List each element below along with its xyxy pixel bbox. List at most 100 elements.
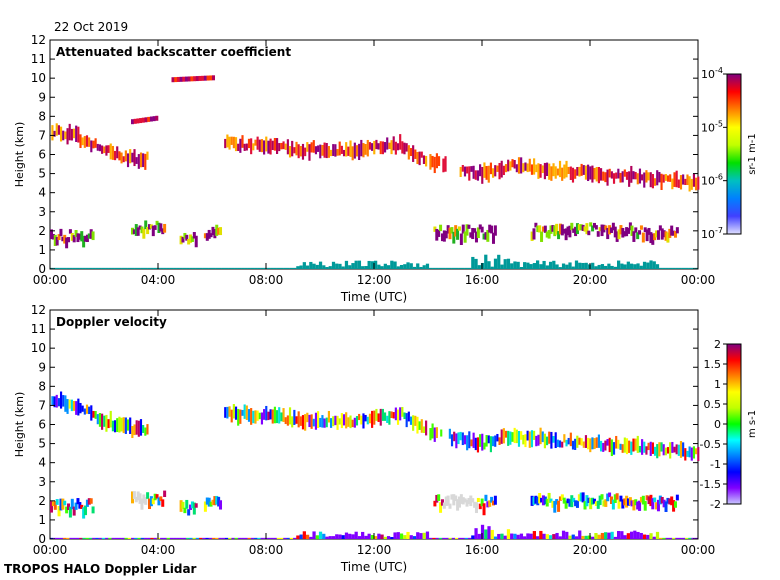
cirrus-cell	[599, 168, 603, 181]
cirrus-cell	[636, 435, 639, 453]
cirrus-cell	[425, 420, 428, 436]
cirrus-cell	[612, 442, 616, 455]
cirrus-cell	[301, 143, 305, 160]
boundary-layer-cell	[224, 267, 229, 269]
boundary-layer-cell	[322, 533, 326, 539]
boundary-layer-cell	[370, 261, 374, 269]
cirrus-cell	[636, 173, 639, 185]
cirrus-cell	[146, 151, 149, 160]
cirrus-cell	[88, 406, 91, 415]
cirrus-cell	[107, 145, 110, 153]
cirrus-cell	[377, 143, 380, 150]
boundary-layer-cell	[694, 537, 698, 539]
cirrus-cell	[504, 430, 508, 438]
cirrus-cell	[254, 410, 257, 424]
cirrus-cell	[267, 411, 270, 421]
cirrus-cell	[94, 410, 97, 419]
low-cloud-cell	[484, 494, 488, 502]
cirrus-cell	[118, 416, 121, 433]
low-cloud-cell	[179, 500, 183, 512]
low-cloud-cell	[560, 494, 564, 500]
low-cloud-cell	[621, 227, 625, 238]
boundary-layer-cell	[328, 266, 332, 269]
low-cloud-cell	[574, 226, 578, 237]
cirrus-cell	[394, 141, 397, 155]
low-cloud-cell	[628, 497, 632, 506]
low-cloud-cell	[615, 231, 619, 242]
cirrus-cell	[72, 128, 76, 139]
boundary-layer-cell	[607, 532, 611, 539]
cirrus-cell	[513, 427, 516, 444]
cirrus-cell	[502, 428, 505, 444]
boundary-layer-cell	[218, 267, 222, 269]
colorbar-tick-label: -1.5	[700, 478, 721, 491]
low-cloud-cell	[540, 497, 544, 503]
cirrus-cell	[511, 432, 514, 442]
cirrus-cell	[371, 410, 374, 428]
cirrus-cell	[327, 410, 330, 423]
y-tick-label: 2	[38, 494, 46, 508]
y-axis-label: Height (km)	[13, 392, 26, 458]
low-cloud-cell	[480, 226, 484, 233]
boundary-layer-cell	[267, 537, 271, 539]
boundary-layer-cell	[147, 537, 151, 539]
low-cloud-cell	[87, 233, 91, 239]
cirrus-cell	[686, 450, 689, 457]
cirrus-cell	[377, 413, 380, 422]
boundary-layer-cell	[160, 537, 164, 539]
elevated-cell	[139, 118, 143, 124]
cirrus-cell	[589, 438, 592, 453]
boundary-layer-cell	[636, 263, 640, 269]
low-cloud-cell	[163, 490, 167, 498]
cirrus-cell	[360, 139, 363, 157]
cirrus-cell	[416, 416, 419, 434]
boundary-layer-cell	[140, 537, 144, 539]
low-cloud-cell	[641, 495, 645, 505]
boundary-layer-cell	[523, 262, 527, 269]
boundary-layer-cell	[461, 267, 465, 269]
x-tick-label: 16:00	[465, 543, 500, 557]
boundary-layer-cell	[361, 266, 365, 269]
cirrus-cell	[545, 436, 549, 446]
cirrus-cell	[425, 155, 428, 167]
cirrus-cell	[485, 166, 488, 180]
cirrus-cell	[360, 415, 363, 425]
cirrus-cell	[366, 139, 369, 157]
cirrus-cell	[355, 416, 359, 426]
cirrus-cell	[386, 415, 389, 423]
x-tick-label: 12:00	[357, 543, 392, 557]
cirrus-cell	[338, 141, 341, 156]
cirrus-cell	[146, 424, 149, 435]
cirrus-cell	[664, 447, 667, 456]
low-cloud-cell	[589, 222, 593, 227]
cirrus-cell	[509, 431, 512, 445]
low-cloud-cell	[87, 498, 91, 505]
low-cloud-cell	[144, 497, 148, 505]
boundary-layer-cell	[150, 537, 154, 539]
low-cloud-cell	[577, 224, 581, 231]
boundary-layer-cell	[367, 260, 371, 269]
low-cloud-cell	[583, 226, 587, 232]
boundary-layer-cell	[438, 537, 443, 539]
y-tick-label: 11	[31, 322, 46, 336]
low-cloud-cell	[658, 495, 662, 505]
boundary-layer-cell	[173, 537, 177, 539]
boundary-layer-cell	[267, 267, 271, 269]
boundary-layer-cell	[208, 537, 212, 539]
low-cloud-cell	[471, 227, 475, 240]
boundary-layer-cell	[571, 266, 575, 269]
boundary-layer-cell	[519, 533, 524, 539]
elevated-cell	[149, 116, 153, 122]
low-cloud-cell	[666, 232, 670, 243]
low-cloud-cell	[149, 496, 153, 507]
boundary-layer-cell	[536, 260, 540, 269]
boundary-layer-cell	[247, 267, 251, 269]
boundary-layer-cell	[108, 267, 112, 269]
boundary-layer-cell	[309, 536, 313, 539]
boundary-layer-cell	[594, 533, 598, 539]
cirrus-cell	[582, 165, 585, 175]
cirrus-cell	[282, 141, 285, 150]
boundary-layer-cell	[263, 537, 268, 539]
low-cloud-cell	[541, 226, 545, 232]
cirrus-cell	[142, 425, 145, 433]
